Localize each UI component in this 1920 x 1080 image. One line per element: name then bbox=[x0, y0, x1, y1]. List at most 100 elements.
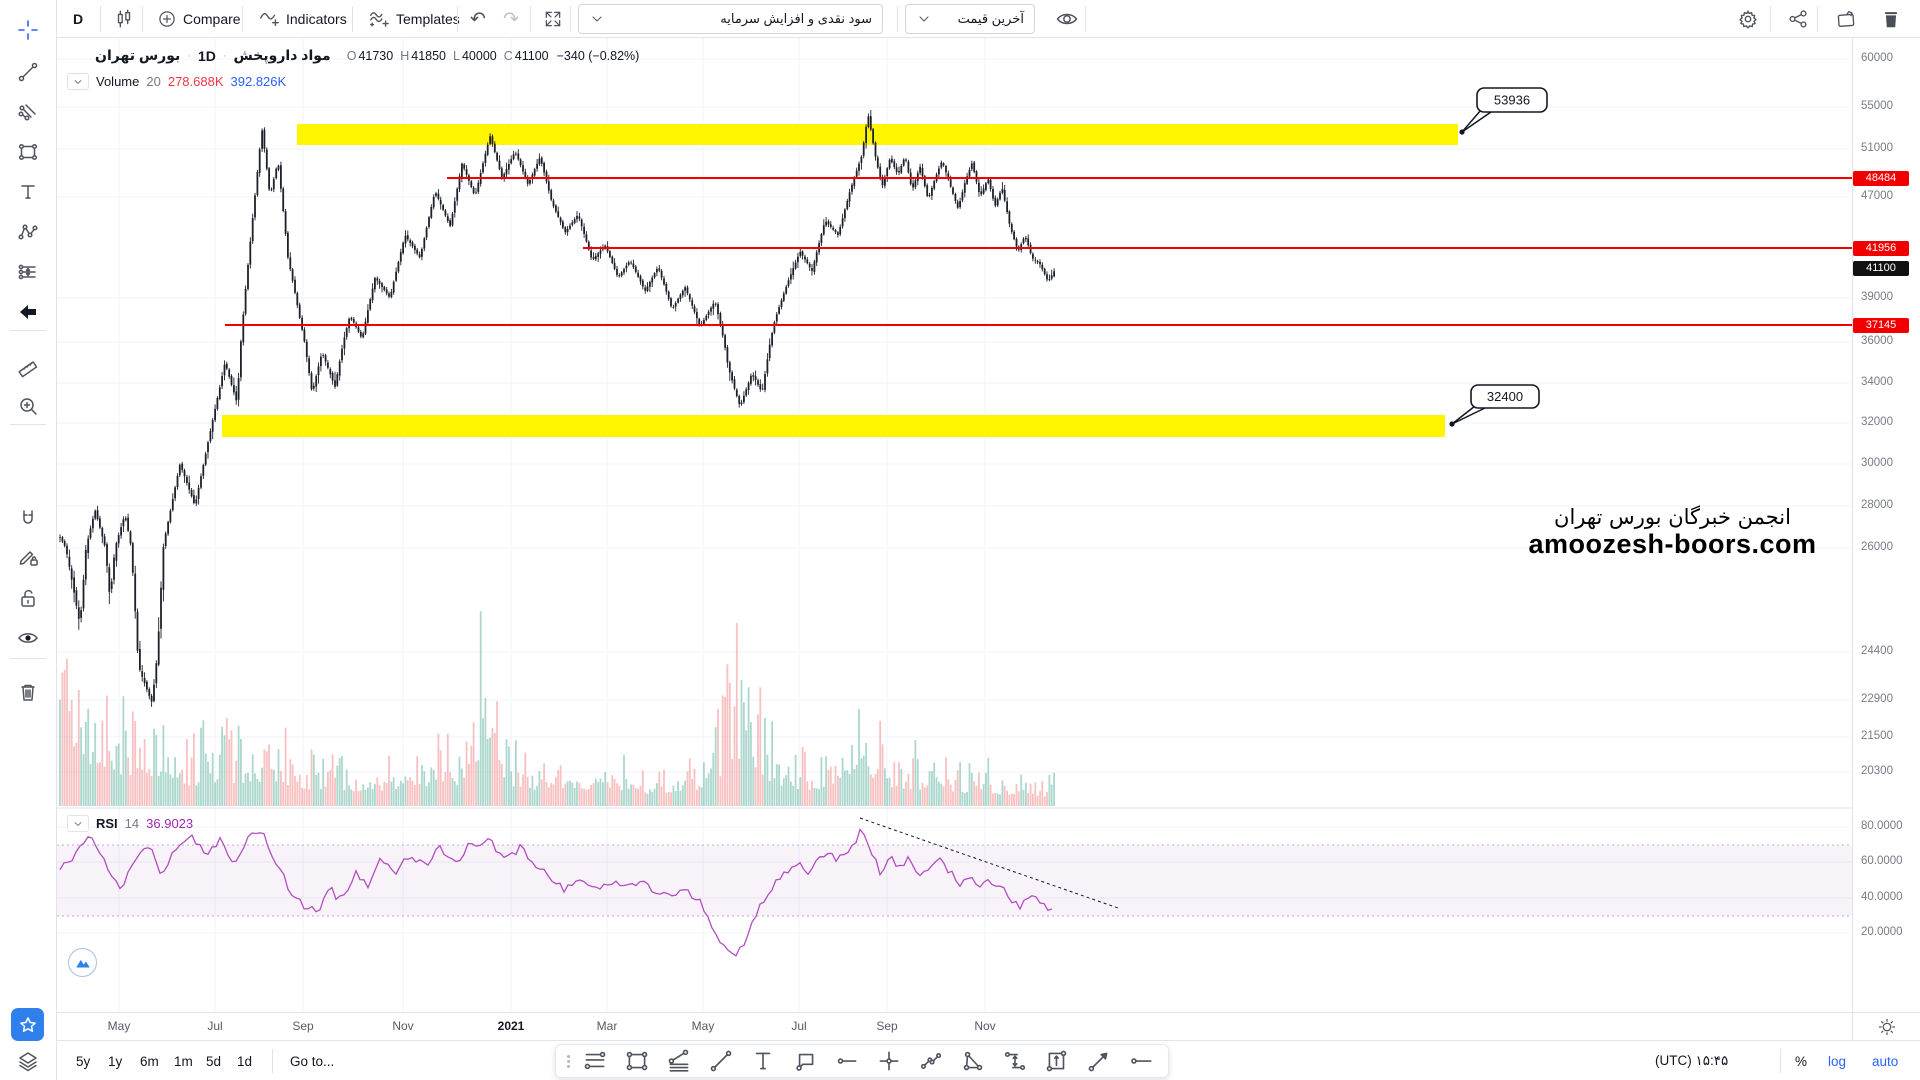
trend-line-tool-button[interactable] bbox=[700, 1046, 742, 1076]
pitchfork-tool-button[interactable] bbox=[14, 98, 42, 126]
xabcd-pattern-tool-button[interactable] bbox=[14, 218, 42, 246]
candle-wicks bbox=[59, 110, 1055, 707]
callout-tool-button[interactable] bbox=[784, 1046, 826, 1076]
indicators-button[interactable]: Indicators bbox=[250, 0, 355, 38]
triangle-tool-button[interactable] bbox=[952, 1046, 994, 1076]
ohlc-close-letter: C bbox=[503, 48, 513, 63]
clock[interactable]: ۱۵:۴۵ (UTC) bbox=[1655, 1050, 1728, 1072]
time-axis[interactable]: May Jul Sep Nov 2021 Mar May Jul Sep Nov bbox=[57, 1012, 1852, 1040]
legend-separator: · bbox=[187, 49, 191, 62]
disjoint-channel-tool-button[interactable] bbox=[910, 1046, 952, 1076]
ohlc-low-letter: L bbox=[453, 48, 460, 63]
templates-button[interactable]: Templates bbox=[360, 0, 468, 38]
time-tick-label: Nov bbox=[392, 1019, 414, 1033]
axis-settings-corner[interactable] bbox=[1852, 1012, 1920, 1040]
range-button-1d[interactable]: 1d bbox=[231, 1050, 258, 1072]
visibility-button[interactable] bbox=[1047, 0, 1087, 38]
ohlc-change-value: −340 (−0.82%) bbox=[556, 48, 640, 63]
text-tool-button[interactable] bbox=[14, 178, 42, 206]
snapshot-button[interactable] bbox=[1827, 0, 1865, 38]
lock-drawings-button[interactable] bbox=[14, 584, 42, 612]
eye-icon bbox=[18, 633, 38, 643]
price-tick-label: 28000 bbox=[1861, 499, 1893, 511]
toolbar-drag-handle[interactable] bbox=[562, 1054, 574, 1068]
measure-tool-button[interactable] bbox=[14, 352, 42, 380]
object-tree-button[interactable] bbox=[13, 1048, 42, 1074]
chart-canvas[interactable]: 53936 32400 bbox=[57, 38, 1852, 1012]
ray-tool-button[interactable] bbox=[1120, 1046, 1162, 1076]
range-button-1m[interactable]: 1m bbox=[168, 1050, 199, 1072]
trend-line-tool-button[interactable] bbox=[14, 58, 42, 86]
chart-style-button[interactable] bbox=[105, 0, 143, 38]
symbol-events-dropdown[interactable]: سود نقدی و افزایش سرمایه bbox=[578, 4, 883, 34]
arrow-marker-tool-button[interactable] bbox=[1078, 1046, 1120, 1076]
price-axis[interactable]: 60000 55000 51000 47000 39000 36000 34000 32000… bbox=[1852, 38, 1920, 1012]
range-button-5d[interactable]: 5d bbox=[200, 1050, 227, 1072]
drawing-mode-tool-button[interactable] bbox=[14, 543, 42, 571]
goto-label: Go to... bbox=[290, 1053, 335, 1069]
fib-retracement-icon bbox=[668, 1049, 689, 1072]
time-tick-label: Nov bbox=[974, 1019, 996, 1033]
range-label: 1d bbox=[237, 1053, 253, 1069]
arrow-mark-tool-button[interactable] bbox=[14, 298, 42, 326]
toolbar-separator bbox=[457, 6, 458, 32]
callout-balloon[interactable] bbox=[1470, 384, 1540, 409]
pane-logo-button[interactable] bbox=[68, 948, 97, 977]
log-scale-button[interactable]: log bbox=[1828, 1050, 1846, 1072]
price-tick-label: 47000 bbox=[1861, 190, 1893, 202]
compare-label: Compare bbox=[183, 11, 241, 27]
price-tick-label: 21500 bbox=[1861, 730, 1893, 742]
favorite-tools-toolbar[interactable] bbox=[555, 1044, 1169, 1078]
fib-lines-tool-button[interactable] bbox=[574, 1046, 616, 1076]
trash-icon bbox=[21, 684, 35, 701]
layers-icon bbox=[18, 1052, 37, 1072]
redo-button[interactable]: ↷ bbox=[495, 0, 527, 38]
fib-retracement-tool-button[interactable] bbox=[658, 1046, 700, 1076]
rsi-legend[interactable]: RSI 14 36.9023 bbox=[67, 815, 193, 832]
compare-button[interactable]: Compare bbox=[149, 0, 249, 38]
crosshair-tool-button[interactable] bbox=[14, 16, 42, 44]
fullscreen-button[interactable] bbox=[535, 0, 571, 38]
magnet-icon bbox=[23, 510, 33, 524]
percent-scale-button[interactable]: % bbox=[1795, 1050, 1807, 1072]
interval-button[interactable]: D bbox=[65, 0, 91, 38]
triangle-icon bbox=[963, 1051, 983, 1071]
magnet-tool-button[interactable] bbox=[14, 504, 42, 532]
projection-tool-button[interactable] bbox=[14, 258, 42, 286]
rectangle-tool-button[interactable] bbox=[616, 1046, 658, 1076]
volume-bars-down bbox=[61, 623, 1048, 806]
price-mode-dropdown[interactable]: آخرین قیمت bbox=[905, 4, 1035, 34]
text-tool-button[interactable] bbox=[742, 1046, 784, 1076]
range-button-1y[interactable]: 1y bbox=[102, 1050, 128, 1072]
indicators-label: Indicators bbox=[286, 11, 347, 27]
range-button-5y[interactable]: 5y bbox=[70, 1050, 96, 1072]
share-icon bbox=[1789, 10, 1807, 28]
hide-drawings-button[interactable] bbox=[14, 624, 42, 652]
auto-scale-button[interactable]: auto bbox=[1872, 1050, 1898, 1072]
callout-balloon[interactable] bbox=[1476, 87, 1548, 113]
price-tick-label: 40.0000 bbox=[1861, 891, 1903, 903]
delete-button[interactable] bbox=[1872, 0, 1910, 38]
volume-legend-toggle[interactable] bbox=[67, 73, 89, 90]
goto-button[interactable]: Go to... bbox=[284, 1050, 340, 1072]
zoom-in-tool-button[interactable] bbox=[14, 392, 42, 420]
settings-button[interactable] bbox=[1729, 0, 1767, 38]
fullscreen-icon bbox=[545, 11, 561, 27]
remove-drawings-button[interactable] bbox=[14, 678, 42, 706]
price-range-tool-button[interactable] bbox=[1036, 1046, 1078, 1076]
legend-exchange: بورس تهران bbox=[95, 47, 181, 63]
price-tick-label: 60.0000 bbox=[1861, 855, 1903, 867]
cross-line-tool-button[interactable] bbox=[868, 1046, 910, 1076]
rsi-legend-toggle[interactable] bbox=[67, 815, 89, 832]
rectangle-tool-button[interactable] bbox=[14, 138, 42, 166]
favorites-toolbar-toggle[interactable] bbox=[11, 1008, 44, 1041]
range-button-6m[interactable]: 6m bbox=[134, 1050, 165, 1072]
undo-button[interactable]: ↶ bbox=[462, 0, 494, 38]
share-button[interactable] bbox=[1779, 0, 1817, 38]
arrow-mark-icon bbox=[20, 305, 36, 319]
date-price-range-tool-button[interactable] bbox=[994, 1046, 1036, 1076]
horizontal-ray-tool-button[interactable] bbox=[826, 1046, 868, 1076]
chevron-down-icon bbox=[74, 821, 82, 826]
volume-legend[interactable]: Volume 20 278.688K 392.826K bbox=[67, 73, 286, 90]
